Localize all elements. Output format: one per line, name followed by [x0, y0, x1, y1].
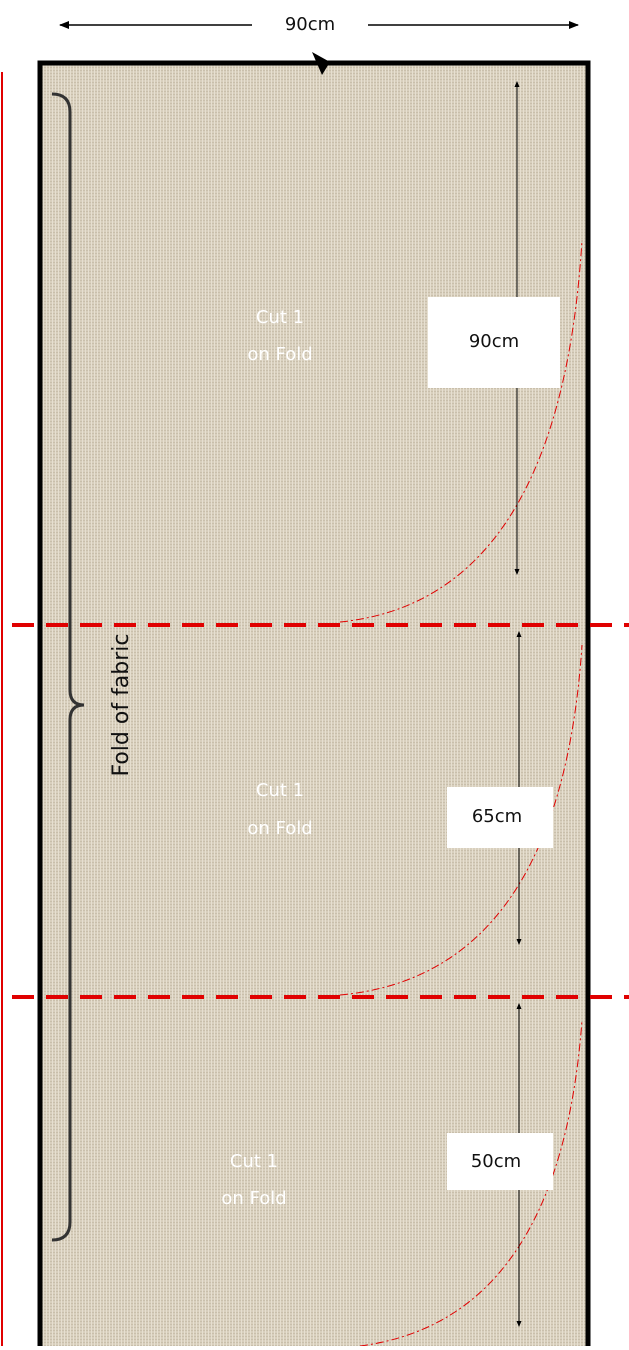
- cut-label: on Fold: [221, 1188, 286, 1209]
- cut-label: Cut 1: [256, 780, 304, 801]
- pattern-diagram: 90cm Fold of fabric 90cm Cut 1 on Fold 6…: [0, 0, 629, 1346]
- fold-label: Fold of fabric: [109, 633, 134, 776]
- cut-label: on Fold: [247, 344, 312, 365]
- cut-label: Cut 1: [230, 1151, 278, 1172]
- width-label: 90cm: [285, 14, 335, 35]
- cut-label: on Fold: [247, 818, 312, 839]
- cut-label: Cut 1: [256, 307, 304, 328]
- length-label: 65cm: [472, 806, 522, 827]
- length-label: 90cm: [469, 331, 519, 352]
- page: 90cm Fold of fabric 90cm Cut 1 on Fold 6…: [0, 0, 629, 1346]
- length-label: 50cm: [471, 1151, 521, 1172]
